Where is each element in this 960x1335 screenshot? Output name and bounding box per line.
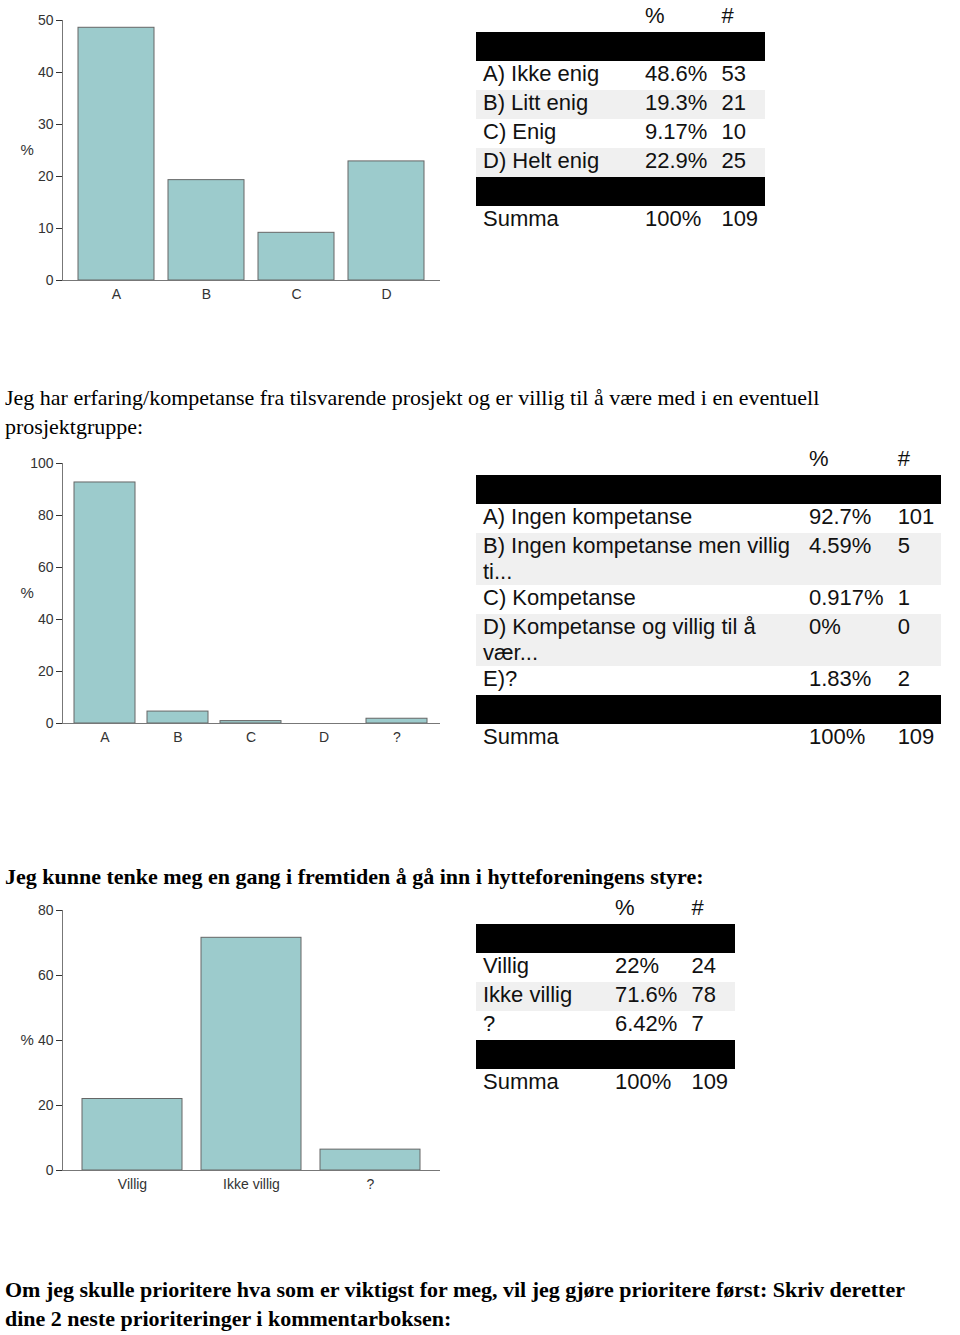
html-text:25: 25 <box>721 148 746 173</box>
html-text:24: 24 <box>691 953 716 978</box>
svg-text:%: % <box>21 1031 34 1048</box>
html-text:Ikke villig: Ikke villig <box>483 982 573 1007</box>
html-text:1.83%: 1.83% <box>809 666 872 691</box>
svg-text:20: 20 <box>38 168 54 184</box>
svg-text:40: 40 <box>38 611 54 627</box>
svg-text:D: D <box>381 286 391 302</box>
svg-text:40: 40 <box>38 1032 54 1048</box>
svg-text:A: A <box>112 286 122 302</box>
html-text:2: 2 <box>897 666 910 691</box>
svg-text:Ikke villig: Ikke villig <box>223 1176 280 1192</box>
svg-text:C: C <box>291 286 301 302</box>
html-text:109: 109 <box>721 206 759 231</box>
html-text:100%: 100% <box>615 1069 672 1094</box>
html-text:D) Helt enig: D) Helt enig <box>483 148 600 173</box>
svg-text:B: B <box>202 286 211 302</box>
svg-text:60: 60 <box>38 967 54 983</box>
svg-text:60: 60 <box>38 559 54 575</box>
svg-text:Villig: Villig <box>118 1176 147 1192</box>
svg-text:100: 100 <box>30 455 54 471</box>
svg-text:20: 20 <box>38 663 54 679</box>
svg-text:B: B <box>173 729 182 745</box>
html-text:B) Ingen kompetanse men villig: B) Ingen kompetanse men villig ti... <box>483 533 790 584</box>
html-text:Summa: Summa <box>483 1069 559 1094</box>
html-text:71.6%: 71.6% <box>615 982 678 1007</box>
html-text:10: 10 <box>721 119 746 144</box>
html-text:Jeg kunne tenke meg en gang i: Jeg kunne tenke meg en gang i fremtiden … <box>5 864 704 889</box>
svg-text:10: 10 <box>38 220 54 236</box>
html-text:B) Litt enig: B) Litt enig <box>483 90 589 115</box>
svg-text:A: A <box>100 729 110 745</box>
html-text:Villig: Villig <box>483 953 530 978</box>
html-text:100%: 100% <box>809 724 866 749</box>
svg-text:%: % <box>21 584 34 601</box>
html-text:0%: 0% <box>809 614 841 639</box>
html-text:9.17%: 9.17% <box>645 119 708 144</box>
html-text:78: 78 <box>691 982 716 1007</box>
html-text:6.42%: 6.42% <box>615 1011 678 1036</box>
html-text:E)?: E)? <box>483 666 518 691</box>
html-text:48.6%: 48.6% <box>645 61 708 86</box>
html-text:22%: 22% <box>615 953 659 978</box>
html-text:19.3%: 19.3% <box>645 90 708 115</box>
html-text:A) Ingen kompetanse: A) Ingen kompetanse <box>483 504 693 529</box>
html-text:0: 0 <box>897 614 910 639</box>
html-text:109: 109 <box>691 1069 729 1094</box>
svg-text:20: 20 <box>38 1097 54 1113</box>
html-text:21: 21 <box>721 90 746 115</box>
svg-text:0: 0 <box>46 715 54 731</box>
html-text:109: 109 <box>897 724 935 749</box>
html-text:7: 7 <box>691 1011 704 1036</box>
svg-text:%: % <box>21 141 34 158</box>
svg-text:C: C <box>246 729 256 745</box>
html-text:Jeg har erfaring/kompetanse fr: Jeg har erfaring/kompetanse fra tilsvare… <box>5 385 820 439</box>
html-text:1: 1 <box>897 585 910 610</box>
html-text:Summa: Summa <box>483 724 559 749</box>
svg-text:40: 40 <box>38 64 54 80</box>
html-text:Om jeg skulle prioritere hva s: Om jeg skulle prioritere hva som er vikt… <box>5 1277 905 1331</box>
html-text:C) Kompetanse: C) Kompetanse <box>483 585 636 610</box>
html-text:0.917%: 0.917% <box>809 585 884 610</box>
html-text:C) Enig: C) Enig <box>483 119 557 144</box>
html-text:53: 53 <box>721 61 746 86</box>
html-text:5: 5 <box>897 533 910 558</box>
svg-text:80: 80 <box>38 507 54 523</box>
html-text:101: 101 <box>897 504 935 529</box>
svg-text:0: 0 <box>46 272 54 288</box>
svg-text:80: 80 <box>38 902 54 918</box>
svg-text:50: 50 <box>38 12 54 28</box>
html-text:Summa: Summa <box>483 206 559 231</box>
svg-text:?: ? <box>393 729 401 745</box>
html-text:D) Kompetanse og villig til å: D) Kompetanse og villig til å vær... <box>483 614 756 665</box>
html-text:92.7%: 92.7% <box>809 504 872 529</box>
svg-text:0: 0 <box>46 1162 54 1178</box>
html-text:4.59%: 4.59% <box>809 533 872 558</box>
html-text:100%: 100% <box>645 206 702 231</box>
html-text:A) Ikke enig: A) Ikke enig <box>483 61 600 86</box>
svg-text:30: 30 <box>38 116 54 132</box>
svg-text:?: ? <box>367 1176 375 1192</box>
svg-text:D: D <box>319 729 329 745</box>
html-text:22.9%: 22.9% <box>645 148 708 173</box>
